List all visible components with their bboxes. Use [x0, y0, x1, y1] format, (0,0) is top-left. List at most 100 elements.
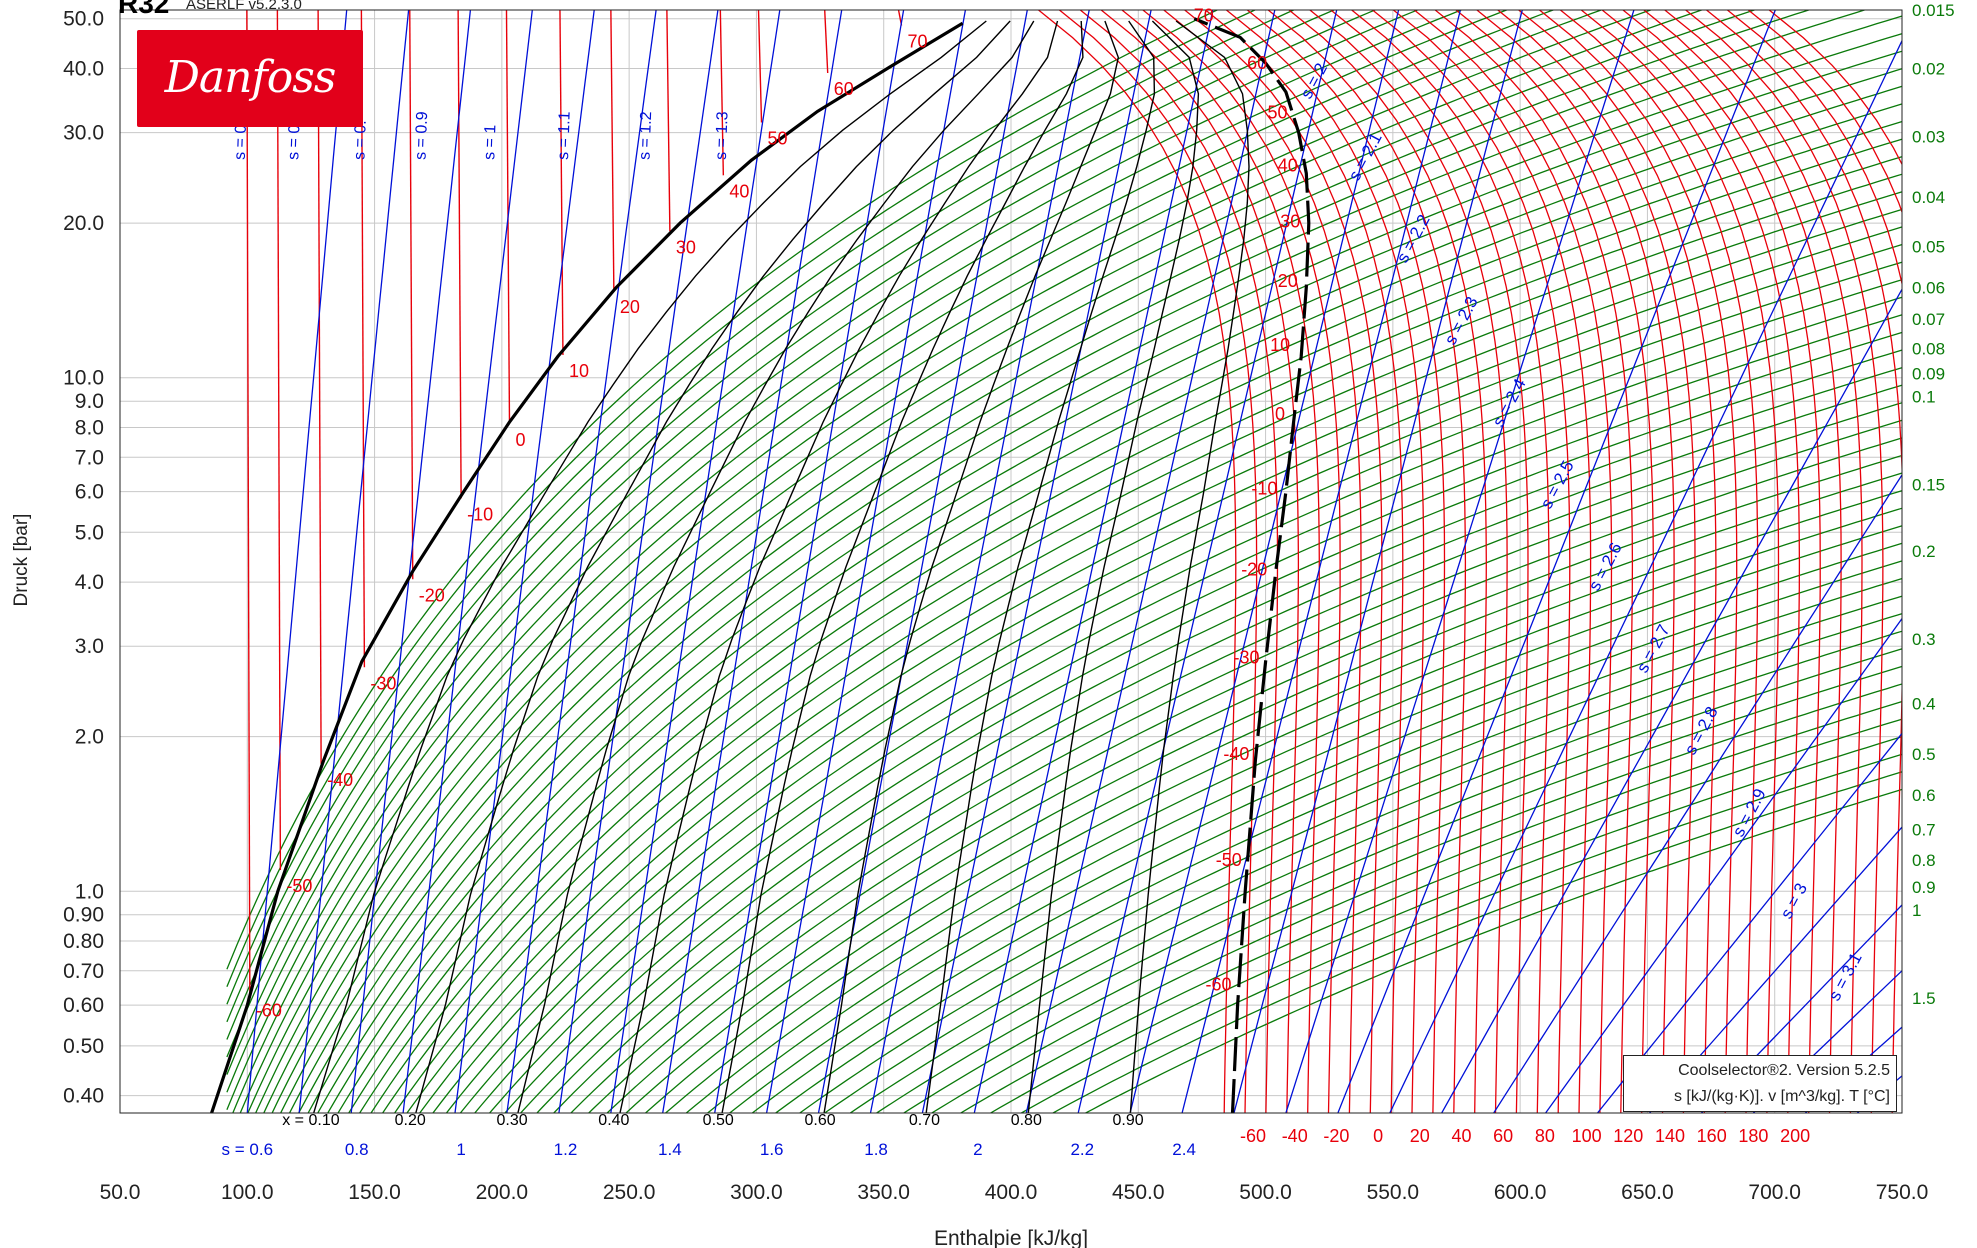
superheat-temperature-label: 140 — [1655, 1126, 1685, 1146]
isochore — [263, 10, 1811, 1113]
y-tick-label: 5.0 — [75, 521, 104, 544]
isentrope — [1077, 10, 1338, 1113]
isentrope — [1129, 10, 1400, 1113]
info-box: Coolselector®2. Version 5.2.5 s [kJ/(kg·… — [1623, 1055, 1897, 1112]
entropy-label-vapor: s = 2.5 — [1537, 457, 1578, 511]
isochore — [226, 10, 1420, 1058]
isochore — [226, 10, 1257, 987]
y-tick-label: 50.0 — [63, 8, 104, 31]
superheat-temperature-label: 100 — [1572, 1126, 1602, 1146]
x-tick-label: 350.0 — [857, 1181, 910, 1204]
x-tick-label: 600.0 — [1494, 1181, 1547, 1204]
isochore — [989, 736, 1902, 1113]
quality-line — [925, 20, 1156, 1113]
temperature-label-vapor: 70 — [1194, 6, 1214, 26]
isochore — [644, 489, 1902, 1113]
entropy-label-vapor: s = 2.8 — [1681, 703, 1722, 757]
isotherm-liquid — [666, 10, 671, 232]
chart-subtitle: ASERLF v5.2.3.0 — [186, 0, 302, 13]
isentrope — [1285, 10, 1635, 1113]
volume-label: 0.05 — [1912, 238, 1945, 257]
isotherm-vapor — [1539, 10, 1738, 1113]
x-axis-label: Enthalpie [kJ/kg] — [934, 1227, 1088, 1248]
isotherm-vapor — [1288, 10, 1487, 1113]
superheat-temperature-label: -20 — [1323, 1126, 1349, 1146]
entropy-label-top: s = 1.2 — [637, 111, 656, 160]
volume-label: 0.3 — [1912, 630, 1936, 649]
temperature-label-vapor: 20 — [1278, 271, 1298, 291]
isochore — [297, 50, 1902, 1113]
quality-label: x = 0.10 — [282, 1112, 339, 1129]
volume-label: 0.15 — [1912, 475, 1945, 494]
isochore — [504, 349, 1902, 1113]
x-tick-label: 450.0 — [1112, 1181, 1165, 1204]
isotherm-vapor — [1685, 10, 1884, 1113]
isochore — [625, 472, 1902, 1113]
temperature-label-vapor: 50 — [1268, 103, 1288, 123]
temperature-label-liquid: 0 — [515, 430, 525, 450]
entropy-label-bottom: 2.2 — [1070, 1140, 1094, 1159]
superheat-temperature-label: 120 — [1613, 1126, 1643, 1146]
isochore — [358, 155, 1902, 1113]
isentrope — [1181, 10, 1462, 1113]
y-tick-label: 0.80 — [63, 930, 104, 953]
isentrope — [1700, 904, 1902, 1113]
volume-label: 0.04 — [1912, 188, 1945, 207]
entropy-label-vapor: s = 2.1 — [1345, 129, 1386, 183]
plot-frame — [119, 9, 1903, 1114]
superheat-temperature-label: 160 — [1697, 1126, 1727, 1146]
isotherm-liquid — [610, 10, 615, 292]
quality-label: 0.90 — [1113, 1112, 1144, 1129]
quality-line — [517, 20, 1035, 1113]
isentrope — [1545, 617, 1902, 1113]
isotherm-vapor — [1413, 10, 1613, 1113]
volume-label: 0.7 — [1912, 820, 1936, 839]
x-tick-label: 400.0 — [985, 1181, 1038, 1204]
quality-label: 0.60 — [805, 1112, 836, 1129]
isotherm-liquid — [757, 10, 763, 123]
isotherm-vapor — [1372, 10, 1571, 1113]
quality-line — [313, 20, 987, 1113]
y-tick-label: 0.60 — [63, 994, 104, 1017]
isotherm-vapor — [1205, 10, 1404, 1113]
logo-wordmark: Danfoss — [164, 52, 337, 103]
isochore — [459, 296, 1902, 1113]
isotherm-vapor — [1726, 10, 1902, 287]
isentrope — [506, 10, 657, 1113]
superheat-temperature-label: 180 — [1738, 1126, 1768, 1146]
isentrope — [402, 10, 533, 1113]
entropy-label-top: s = 1.3 — [713, 111, 732, 160]
volume-label: 0.08 — [1912, 339, 1945, 358]
isochore — [432, 261, 1902, 1113]
isochore — [247, 10, 1704, 1113]
superheat-temperature-label: 20 — [1410, 1126, 1430, 1146]
isotherm-vapor — [1643, 10, 1842, 1113]
isentrope — [298, 10, 410, 1113]
saturated-liquid-line — [210, 21, 964, 1113]
quality-line — [823, 20, 1120, 1113]
chart-title: R32 — [118, 0, 170, 19]
isotherm-vapor — [1497, 10, 1696, 1113]
temperature-label-liquid: 10 — [569, 361, 589, 381]
isochore — [536, 384, 1902, 1113]
isotherm-vapor — [1747, 10, 1902, 214]
entropy-label-top: s = 1 — [481, 124, 499, 160]
isochore — [774, 595, 1902, 1113]
isentrope — [1025, 10, 1276, 1113]
isotherm-vapor — [1559, 10, 1759, 1113]
isotherm-liquid — [719, 10, 725, 176]
y-tick-label: 7.0 — [75, 446, 104, 469]
temperature-label-liquid: -40 — [327, 770, 353, 790]
isotherm-liquid — [559, 10, 564, 356]
entropy-label-bottom: s = 0.6 — [222, 1140, 274, 1159]
info-version: Coolselector®2. Version 5.2.5 — [1678, 1062, 1890, 1079]
isochore — [317, 85, 1902, 1113]
entropy-label-bottom: 2.4 — [1172, 1140, 1196, 1159]
isochore — [381, 191, 1902, 1113]
volume-label: 0.02 — [1912, 60, 1945, 79]
entropy-label-top: s = 0.9 — [412, 111, 431, 160]
isentrope — [1337, 10, 1776, 1113]
temperature-label-liquid: -20 — [419, 585, 445, 605]
y-tick-label: 0.90 — [63, 904, 104, 927]
